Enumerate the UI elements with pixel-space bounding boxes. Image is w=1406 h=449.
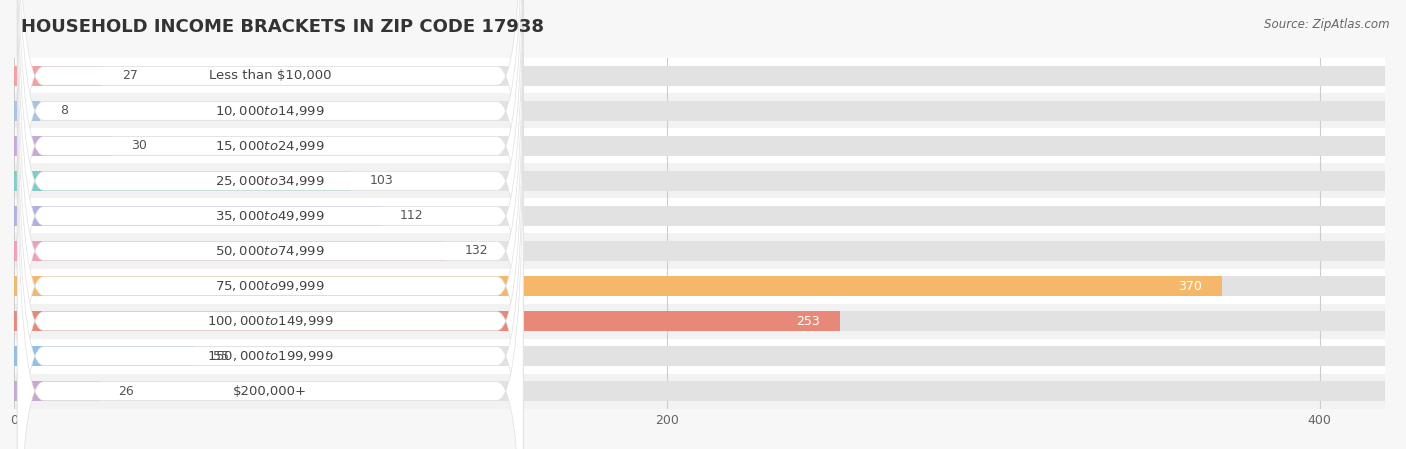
Text: 30: 30 (132, 140, 148, 152)
Text: 112: 112 (399, 210, 423, 222)
Text: 27: 27 (122, 70, 138, 82)
Text: $150,000 to $199,999: $150,000 to $199,999 (207, 349, 333, 363)
FancyBboxPatch shape (17, 0, 523, 449)
Bar (14, 339, 1385, 374)
Text: $10,000 to $14,999: $10,000 to $14,999 (215, 104, 325, 118)
FancyBboxPatch shape (17, 0, 523, 449)
Bar (14, 304, 1385, 339)
Bar (14, 136, 1385, 156)
Text: Source: ZipAtlas.com: Source: ZipAtlas.com (1264, 18, 1389, 31)
FancyBboxPatch shape (17, 15, 523, 449)
Text: $50,000 to $74,999: $50,000 to $74,999 (215, 244, 325, 258)
FancyBboxPatch shape (17, 0, 523, 449)
Text: $75,000 to $99,999: $75,000 to $99,999 (215, 279, 325, 293)
Text: 253: 253 (797, 315, 820, 327)
Text: 8: 8 (60, 105, 67, 117)
Bar (14, 198, 1385, 233)
Bar (14, 206, 380, 226)
Text: 132: 132 (464, 245, 488, 257)
Bar (14, 374, 1385, 409)
Text: $100,000 to $149,999: $100,000 to $149,999 (207, 314, 333, 328)
Text: Less than $10,000: Less than $10,000 (209, 70, 332, 82)
Bar (14, 276, 1385, 296)
Bar (14, 163, 1385, 198)
Bar (14, 269, 1385, 304)
Bar (14, 346, 1385, 366)
Bar (14, 381, 1385, 401)
Text: 26: 26 (118, 385, 134, 397)
Text: 55: 55 (214, 350, 229, 362)
Text: $200,000+: $200,000+ (233, 385, 308, 397)
Bar (14, 311, 839, 331)
Text: HOUSEHOLD INCOME BRACKETS IN ZIP CODE 17938: HOUSEHOLD INCOME BRACKETS IN ZIP CODE 17… (21, 18, 544, 36)
FancyBboxPatch shape (17, 120, 523, 449)
Bar (14, 101, 1385, 121)
Bar (14, 206, 1385, 226)
Bar (14, 93, 1385, 128)
Text: $35,000 to $49,999: $35,000 to $49,999 (215, 209, 325, 223)
Text: 103: 103 (370, 175, 394, 187)
Bar (14, 381, 98, 401)
Bar (14, 171, 1385, 191)
Bar (14, 66, 1385, 86)
Bar (14, 171, 350, 191)
Bar (14, 101, 41, 121)
FancyBboxPatch shape (17, 85, 523, 449)
Bar (14, 241, 444, 261)
Bar (14, 241, 1385, 261)
FancyBboxPatch shape (17, 0, 523, 347)
FancyBboxPatch shape (17, 50, 523, 449)
FancyBboxPatch shape (17, 0, 523, 417)
Bar (14, 128, 1385, 163)
Bar (14, 136, 112, 156)
Bar (14, 66, 103, 86)
Bar (14, 233, 1385, 269)
Text: $15,000 to $24,999: $15,000 to $24,999 (215, 139, 325, 153)
Bar (14, 58, 1385, 93)
Text: $25,000 to $34,999: $25,000 to $34,999 (215, 174, 325, 188)
Bar (14, 276, 1222, 296)
FancyBboxPatch shape (17, 0, 523, 382)
Text: 370: 370 (1178, 280, 1202, 292)
Bar (14, 311, 1385, 331)
Bar (14, 346, 194, 366)
